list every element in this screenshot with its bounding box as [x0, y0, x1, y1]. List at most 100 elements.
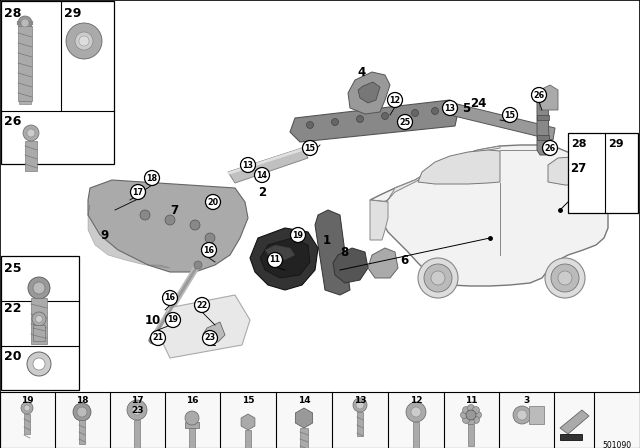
Polygon shape — [370, 146, 500, 205]
Circle shape — [23, 125, 39, 141]
Polygon shape — [370, 200, 388, 240]
Circle shape — [21, 19, 29, 27]
Text: 11: 11 — [465, 396, 477, 405]
Text: 1: 1 — [323, 233, 331, 246]
Polygon shape — [31, 298, 47, 344]
Polygon shape — [300, 428, 308, 448]
Circle shape — [32, 312, 46, 326]
Bar — [19, 36, 31, 44]
Bar — [19, 26, 31, 34]
Circle shape — [461, 412, 467, 418]
Bar — [19, 66, 31, 74]
Circle shape — [472, 406, 479, 414]
Text: 16: 16 — [186, 396, 198, 405]
Text: 15: 15 — [242, 396, 254, 405]
Polygon shape — [537, 115, 549, 120]
Polygon shape — [295, 408, 313, 428]
Circle shape — [79, 36, 89, 46]
Polygon shape — [357, 412, 363, 436]
Text: 18: 18 — [76, 396, 88, 405]
Text: 28: 28 — [571, 139, 586, 149]
Polygon shape — [185, 422, 199, 428]
Polygon shape — [548, 157, 592, 185]
Text: 24: 24 — [470, 96, 486, 109]
Polygon shape — [540, 85, 558, 110]
Circle shape — [132, 405, 142, 415]
Polygon shape — [250, 228, 318, 290]
Text: 5: 5 — [462, 102, 470, 115]
Circle shape — [543, 141, 557, 155]
Circle shape — [194, 261, 202, 269]
Circle shape — [472, 417, 479, 423]
Text: 16: 16 — [164, 293, 175, 302]
Text: 18: 18 — [147, 173, 157, 182]
Polygon shape — [537, 135, 549, 140]
Text: 13: 13 — [243, 160, 253, 169]
Text: 17
23: 17 23 — [131, 396, 143, 415]
Text: 501090: 501090 — [602, 440, 632, 448]
Circle shape — [397, 115, 413, 129]
Bar — [19, 56, 31, 64]
Polygon shape — [18, 26, 32, 101]
Polygon shape — [612, 158, 628, 183]
Text: 25: 25 — [399, 117, 411, 126]
Circle shape — [474, 412, 481, 418]
Text: 6: 6 — [400, 254, 408, 267]
Circle shape — [545, 258, 585, 298]
Circle shape — [24, 405, 30, 411]
Circle shape — [202, 331, 218, 345]
Polygon shape — [158, 295, 250, 358]
Bar — [0, 392, 640, 448]
Circle shape — [185, 411, 199, 425]
Polygon shape — [333, 248, 368, 283]
Polygon shape — [79, 420, 85, 444]
Text: 8: 8 — [340, 246, 348, 258]
Polygon shape — [468, 424, 474, 446]
Text: 4: 4 — [357, 65, 365, 78]
Circle shape — [150, 331, 166, 345]
Circle shape — [27, 352, 51, 376]
Text: 20: 20 — [207, 198, 219, 207]
Text: 11: 11 — [269, 255, 280, 264]
Text: 29: 29 — [64, 7, 81, 20]
Circle shape — [149, 336, 157, 344]
Circle shape — [381, 112, 388, 120]
Text: 7: 7 — [170, 203, 178, 216]
Circle shape — [356, 116, 364, 122]
Circle shape — [66, 23, 102, 59]
Text: 26: 26 — [545, 143, 556, 152]
Polygon shape — [241, 414, 255, 430]
Text: 26: 26 — [4, 115, 21, 128]
Bar — [19, 96, 31, 104]
Circle shape — [205, 194, 221, 210]
Polygon shape — [348, 72, 390, 114]
Text: 15: 15 — [305, 143, 316, 152]
Circle shape — [424, 264, 452, 292]
Circle shape — [467, 405, 474, 412]
Circle shape — [131, 185, 145, 199]
Circle shape — [406, 402, 426, 422]
Text: 27: 27 — [570, 161, 586, 175]
Circle shape — [411, 407, 421, 417]
Circle shape — [353, 398, 367, 412]
Circle shape — [18, 16, 32, 30]
Text: 26: 26 — [533, 90, 545, 99]
Circle shape — [73, 403, 91, 421]
Polygon shape — [25, 141, 37, 171]
Circle shape — [558, 271, 572, 285]
Text: 20: 20 — [4, 349, 22, 362]
Circle shape — [33, 358, 45, 370]
Polygon shape — [260, 238, 310, 278]
Text: 15: 15 — [504, 111, 515, 120]
Text: 12: 12 — [389, 95, 401, 104]
Circle shape — [502, 108, 518, 122]
Polygon shape — [560, 410, 589, 434]
Text: 3: 3 — [523, 396, 529, 405]
Polygon shape — [529, 406, 544, 424]
Bar — [19, 76, 31, 84]
Bar — [19, 86, 31, 94]
Polygon shape — [228, 148, 302, 175]
Text: 22: 22 — [4, 302, 22, 315]
Polygon shape — [134, 420, 140, 448]
Circle shape — [202, 242, 216, 258]
